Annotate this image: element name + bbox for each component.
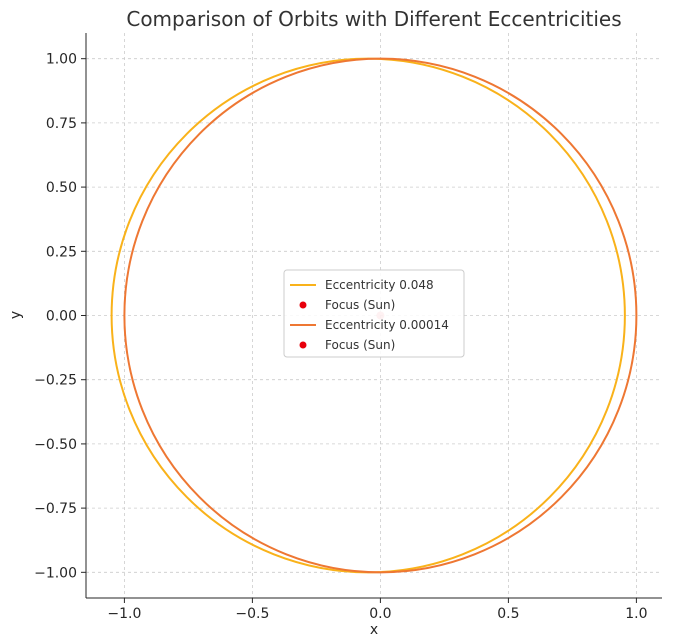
x-tick-label-2: 0.0 (369, 606, 391, 622)
legend-label-3: Focus (Sun) (325, 338, 395, 352)
legend-label-1: Focus (Sun) (325, 298, 395, 312)
orbit-line-2 (123, 57, 638, 574)
y-tick-label-7: −0.75 (34, 501, 77, 517)
y-tick-label-8: −1.00 (34, 565, 77, 581)
y-tick-label-1: 0.75 (46, 116, 77, 132)
x-tick-label-1: −0.5 (235, 606, 269, 622)
x-axis-label: x (370, 622, 378, 638)
y-ticks: 1.00 0.75 0.50 0.25 0.00 −0.25 −0.50 −0.75 −1.00 (34, 52, 86, 581)
y-tick-label-2: 0.50 (46, 180, 77, 196)
legend-swatch-3 (299, 341, 307, 349)
legend-swatch-1 (299, 301, 307, 309)
legend-label-0: Eccentricity 0.048 (325, 278, 434, 292)
x-ticks: −1.0 −0.5 0.0 0.5 1.0 (107, 598, 648, 622)
x-tick-label-0: −1.0 (107, 606, 141, 622)
y-tick-label-0: 1.00 (46, 52, 77, 68)
y-tick-label-3: 0.25 (46, 244, 77, 260)
y-tick-label-4: 0.00 (46, 309, 77, 325)
legend-box (283, 269, 465, 358)
chart-title: Comparison of Orbits with Different Ecce… (126, 7, 621, 31)
y-tick-label-5: −0.25 (34, 373, 77, 389)
legend: Eccentricity 0.048 Focus (Sun) Eccentricit… (283, 269, 465, 358)
grid (86, 33, 662, 598)
x-tick-label-4: 1.0 (625, 606, 647, 622)
legend-label-2: Eccentricity 0.00014 (325, 318, 449, 332)
x-tick-label-3: 0.5 (497, 606, 519, 622)
y-axis-label: y (8, 311, 24, 319)
y-tick-label-6: −0.50 (34, 437, 77, 453)
